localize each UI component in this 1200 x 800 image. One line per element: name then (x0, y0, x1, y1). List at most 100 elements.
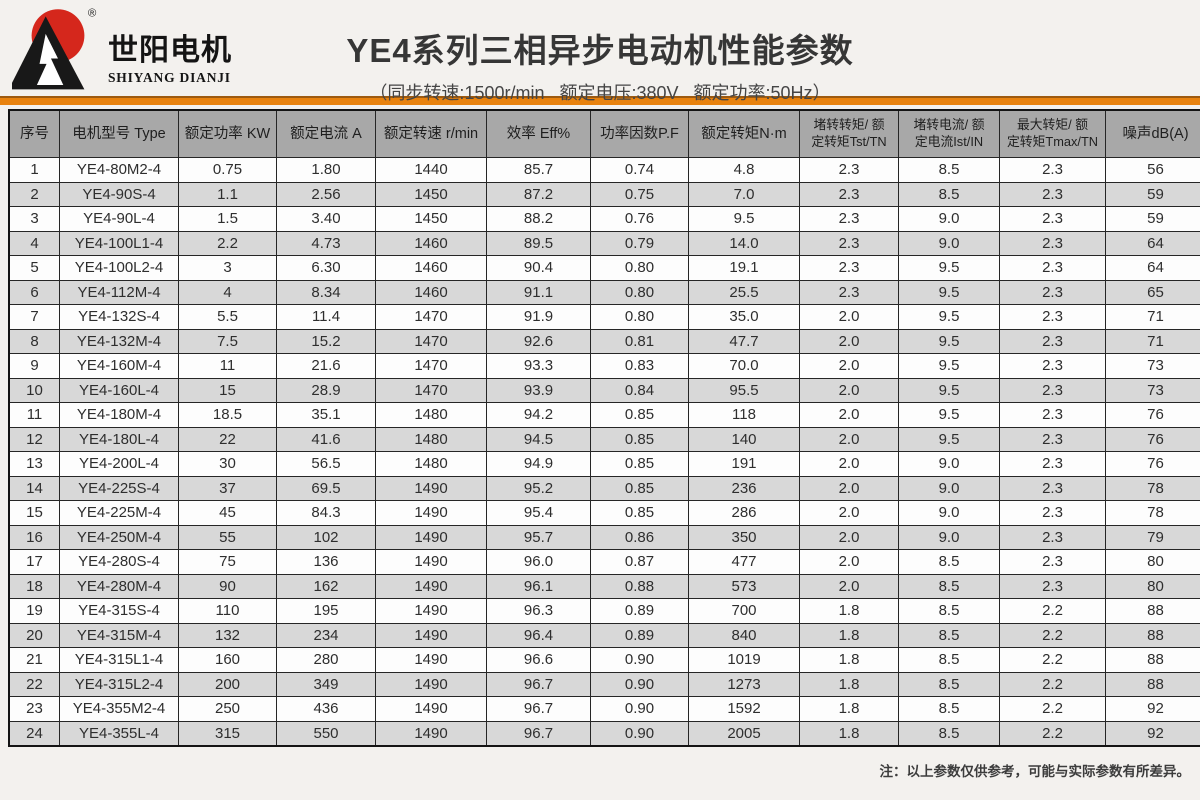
table-cell: 0.79 (590, 230, 689, 256)
table-cell: 28.9 (276, 377, 376, 403)
table-cell: 0.90 (590, 671, 689, 697)
table-cell: 140 (688, 426, 800, 452)
table-cell: 88 (1105, 622, 1200, 648)
table-cell: 2.3 (799, 181, 899, 207)
table-cell: YE4-315L2-4 (59, 671, 179, 697)
table-cell: 75 (178, 549, 277, 575)
table-cell: YE4-315S-4 (59, 598, 179, 624)
table-cell: 1.1 (178, 181, 277, 207)
table-cell: 0.75 (178, 157, 277, 183)
table-cell: 47.7 (688, 328, 800, 354)
table-body: 1 YE4-80M2-4 0.75 1.80 1440 85.7 0.74 4.8 2.3 8.5… (8, 157, 1200, 747)
table-cell: 2 (8, 181, 60, 207)
column-header: 额定功率 KW (178, 109, 277, 158)
column-header: 噪声dB(A) (1105, 109, 1200, 158)
table-cell: YE4-315L1-4 (59, 647, 179, 673)
table-cell: 191 (688, 451, 800, 477)
table-cell: 2.56 (276, 181, 376, 207)
table-cell: 0.85 (590, 402, 689, 428)
table-row: 1 YE4-80M2-4 0.75 1.80 1440 85.7 0.74 4.8 2.3 8.5… (8, 157, 1200, 183)
table-cell: 2.2 (999, 696, 1106, 722)
table-cell: YE4-315M-4 (59, 622, 179, 648)
table-cell: 7.0 (688, 181, 800, 207)
table-cell: 11 (8, 402, 60, 428)
table-cell: 550 (276, 720, 376, 747)
table-cell: 19 (8, 598, 60, 624)
table-cell: 9.0 (898, 230, 1000, 256)
table-cell: 15.2 (276, 328, 376, 354)
table-cell: 80 (1105, 573, 1200, 599)
table-cell: 37 (178, 475, 277, 501)
table-cell: 4 (8, 230, 60, 256)
table-cell: 110 (178, 598, 277, 624)
column-header: 功率因数P.F (590, 109, 689, 158)
table-cell: 84.3 (276, 500, 376, 526)
table-cell: 3.40 (276, 206, 376, 232)
table-cell: 0.85 (590, 475, 689, 501)
accent-divider-bar (0, 96, 1200, 105)
table-row: 17 YE4-280S-4 75 136 1490 96.0 0.87 477 2.0 8.5 2.… (8, 549, 1200, 575)
table-cell: 0.89 (590, 622, 689, 648)
table-cell: 1490 (375, 573, 487, 599)
table-cell: 200 (178, 671, 277, 697)
table-cell: 59 (1105, 206, 1200, 232)
table-cell: 1480 (375, 402, 487, 428)
table-cell: 78 (1105, 500, 1200, 526)
table-cell: 64 (1105, 230, 1200, 256)
table-cell: 2.0 (799, 353, 899, 379)
table-cell: 9.5 (898, 353, 1000, 379)
page-header: ® 世阳电机 SHIYANG DIANJI YE4系列三相异步电动机性能参数 （… (0, 0, 1200, 103)
table-cell: 30 (178, 451, 277, 477)
table-cell: 96.3 (486, 598, 591, 624)
table-cell: 93.9 (486, 377, 591, 403)
table-cell: 2.3 (999, 206, 1106, 232)
table-cell: 1490 (375, 696, 487, 722)
table-cell: 8.5 (898, 671, 1000, 697)
table-cell: 1490 (375, 475, 487, 501)
table-cell: 1460 (375, 230, 487, 256)
table-cell: 11 (178, 353, 277, 379)
table-cell: 1490 (375, 622, 487, 648)
table-cell: YE4-225S-4 (59, 475, 179, 501)
table-cell: 19.1 (688, 255, 800, 281)
table-row: 18 YE4-280M-4 90 162 1490 96.1 0.88 573 2.0 8.5 2.… (8, 573, 1200, 599)
table-cell: 1470 (375, 377, 487, 403)
table-cell: 2.3 (999, 426, 1106, 452)
table-cell: 2.2 (999, 598, 1106, 624)
table-cell: 9.5 (898, 328, 1000, 354)
column-header: 额定电流 A (276, 109, 376, 158)
table-cell: 0.90 (590, 647, 689, 673)
table-cell: YE4-90L-4 (59, 206, 179, 232)
table-cell: 162 (276, 573, 376, 599)
table-cell: 94.2 (486, 402, 591, 428)
table-cell: 71 (1105, 304, 1200, 330)
table-cell: 94.9 (486, 451, 591, 477)
table-row: 6 YE4-112M-4 4 8.34 1460 91.1 0.80 25.5 2.3 9.5 2.… (8, 279, 1200, 305)
table-cell: 96.4 (486, 622, 591, 648)
table-cell: 69.5 (276, 475, 376, 501)
table-cell: YE4-250M-4 (59, 524, 179, 550)
column-header: 序号 (8, 109, 60, 158)
table-cell: 9.5 (898, 304, 1000, 330)
table-cell: 349 (276, 671, 376, 697)
table-cell: 0.84 (590, 377, 689, 403)
page-title: YE4系列三相异步电动机性能参数 (346, 32, 854, 69)
table-cell: 20 (8, 622, 60, 648)
logo-text: 世阳电机 SHIYANG DIANJI (108, 36, 232, 86)
table-cell: 2.2 (999, 720, 1106, 747)
table-cell: 9.5 (898, 255, 1000, 281)
table-cell: 55 (178, 524, 277, 550)
table-cell: YE4-132M-4 (59, 328, 179, 354)
table-cell: 5.5 (178, 304, 277, 330)
table-cell: 9.0 (898, 500, 1000, 526)
table-cell: 95.7 (486, 524, 591, 550)
table-cell: 76 (1105, 451, 1200, 477)
table-cell: YE4-355M2-4 (59, 696, 179, 722)
table-cell: 1 (8, 157, 60, 183)
table-cell: 9.5 (898, 279, 1000, 305)
table-cell: 9 (8, 353, 60, 379)
table-cell: 91.1 (486, 279, 591, 305)
table-cell: 2.0 (799, 426, 899, 452)
table-cell: 9.0 (898, 451, 1000, 477)
table-cell: 80 (1105, 549, 1200, 575)
